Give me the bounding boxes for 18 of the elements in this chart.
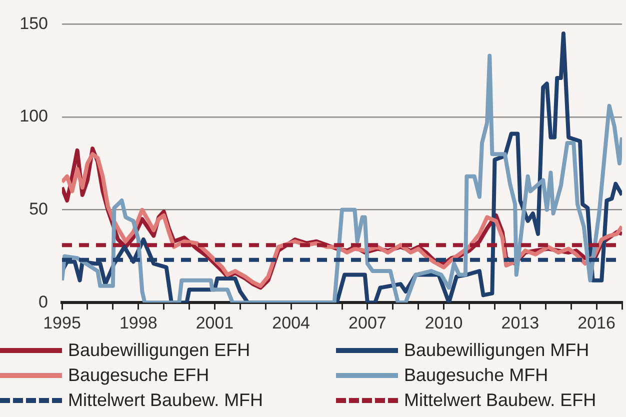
y-tick-label: 0 xyxy=(38,292,48,312)
legend-label: Baugesuche MFH xyxy=(404,364,548,387)
x-tick-label: 2010 xyxy=(424,313,463,332)
x-tick-label: 2001 xyxy=(196,313,234,332)
legend-label: Mittelwert Baubew. EFH xyxy=(404,389,596,412)
legend-label: Mittelwert Baubew. MFH xyxy=(68,389,264,412)
x-tick-label: 1998 xyxy=(119,313,158,332)
x-tick-label: 2013 xyxy=(501,313,540,332)
x-tick-label: 2004 xyxy=(272,313,310,332)
x-tick-label: 1995 xyxy=(43,313,81,332)
x-tick-label: 2007 xyxy=(348,313,386,332)
y-tick-label: 100 xyxy=(20,106,48,126)
x-tick-label: 2016 xyxy=(578,313,616,332)
legend-label: Baubewilligungen MFH xyxy=(404,339,590,362)
legend-label: Baubewilligungen EFH xyxy=(68,339,250,362)
legend-label: Baugesuche EFH xyxy=(68,364,210,387)
y-tick-label: 50 xyxy=(29,199,48,218)
y-tick-label: 150 xyxy=(20,14,48,33)
